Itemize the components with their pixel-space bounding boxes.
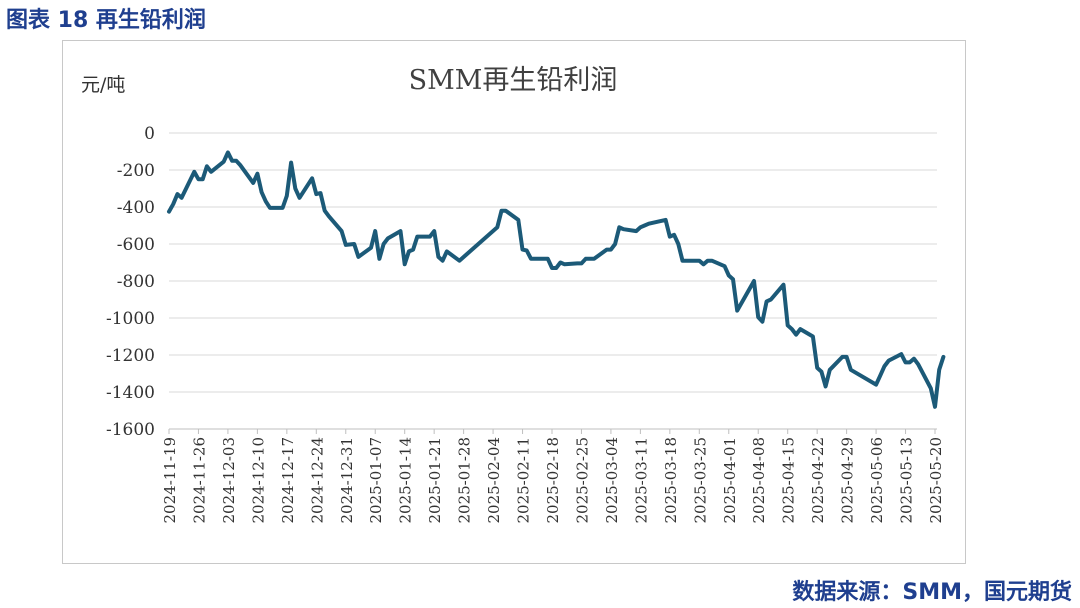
y-tick-label: -600 [117, 235, 155, 255]
y-tick-label: -200 [117, 161, 155, 181]
x-tick-labels: 2024-11-19 2024-11-26 2024-12-03 2024-12-10… [161, 429, 945, 523]
x-tick-label: 2024-12-17 [279, 437, 297, 523]
chart-frame: 0 -200 -400 -600 -800 -1000 -1200 -1400 -1600 20… [62, 40, 966, 564]
x-tick-label: 2025-05-13 [898, 437, 916, 523]
y-unit-label: 元/吨 [81, 74, 125, 96]
x-tick-label: 2025-03-25 [691, 437, 709, 523]
x-tick-label: 2025-03-04 [603, 437, 621, 523]
x-tick-label: 2025-02-11 [515, 437, 533, 523]
x-tick-label: 2024-11-19 [161, 437, 179, 523]
x-tick-label: 2025-02-18 [544, 437, 562, 523]
series-group [167, 150, 946, 409]
series-line [167, 150, 946, 409]
x-tick-label: 2025-05-20 [927, 437, 945, 523]
x-tick-label: 2025-01-07 [367, 437, 385, 523]
x-tick-label: 2024-12-24 [308, 437, 326, 523]
x-tick-label: 2025-02-04 [485, 437, 503, 523]
x-tick-label: 2025-05-06 [868, 437, 886, 523]
source-note: 数据来源：SMM，国元期货 [792, 580, 1072, 605]
x-tick-label: 2024-12-31 [338, 437, 356, 523]
y-tick-label: -800 [117, 272, 155, 292]
x-tick-label: 2025-04-22 [809, 437, 827, 523]
y-tick-label: -1200 [106, 346, 155, 366]
y-tick-label: 0 [144, 124, 155, 144]
x-tick-label: 2024-12-10 [249, 437, 267, 523]
y-tick-label: -1400 [106, 383, 155, 403]
y-tick-label: -1600 [106, 420, 155, 440]
y-tick-label: -400 [117, 198, 155, 218]
chart-title: SMM再生铅利润 [409, 65, 618, 96]
x-tick-label: 2025-01-14 [397, 437, 415, 523]
line-chart: 0 -200 -400 -600 -800 -1000 -1200 -1400 -1600 20… [81, 65, 946, 523]
y-tick-label: -1000 [106, 309, 155, 329]
x-tick-label: 2025-03-18 [662, 437, 680, 523]
x-tick-label: 2025-02-25 [573, 437, 591, 523]
x-tick-label: 2025-04-08 [750, 437, 768, 523]
x-tick-label: 2025-04-15 [780, 437, 798, 523]
figure-caption: 图表 18 再生铅利润 [6, 8, 206, 33]
x-tick-label: 2025-04-01 [721, 437, 739, 523]
x-tick-label: 2025-04-29 [839, 437, 857, 523]
x-tick-label: 2025-03-11 [632, 437, 650, 523]
y-tick-labels: 0 -200 -400 -600 -800 -1000 -1200 -1400 -1600 [106, 124, 155, 440]
x-tick-label: 2024-12-03 [220, 437, 238, 523]
x-tick-label: 2025-01-28 [456, 437, 474, 523]
x-tick-label: 2024-11-26 [190, 437, 208, 523]
gridlines [169, 132, 937, 430]
x-tick-label: 2025-01-21 [426, 437, 444, 523]
